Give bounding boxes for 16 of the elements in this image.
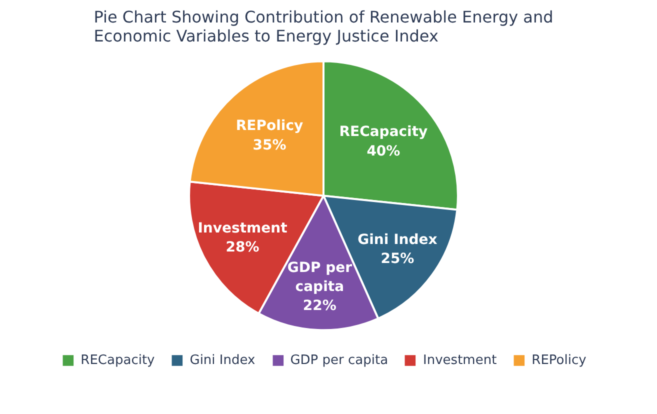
- slice-label: REPolicy: [236, 118, 304, 134]
- slice-label: Investment: [198, 220, 288, 236]
- slice-label: GDP per capita: [287, 260, 352, 296]
- data-label: 28%: [226, 240, 260, 256]
- chart-title: Pie Chart Showing Contribution of Renewable Energy and Economic Variables to Energy Justice Index: [94, 8, 554, 46]
- legend-label: GDP per capita: [290, 352, 388, 368]
- data-label: 25%: [380, 251, 414, 268]
- legend-label: REPolicy: [532, 352, 586, 368]
- legend-label: RECapacity: [80, 352, 155, 368]
- slice-label: Gini Index: [358, 232, 438, 248]
- legend-label: Investment: [423, 352, 497, 368]
- data-label: 22%: [302, 298, 336, 314]
- data-label: 35%: [252, 137, 286, 154]
- legend-label: Gini Index: [190, 352, 256, 368]
- slice-label: RECapacity: [339, 124, 428, 140]
- data-label: 40%: [366, 143, 400, 160]
